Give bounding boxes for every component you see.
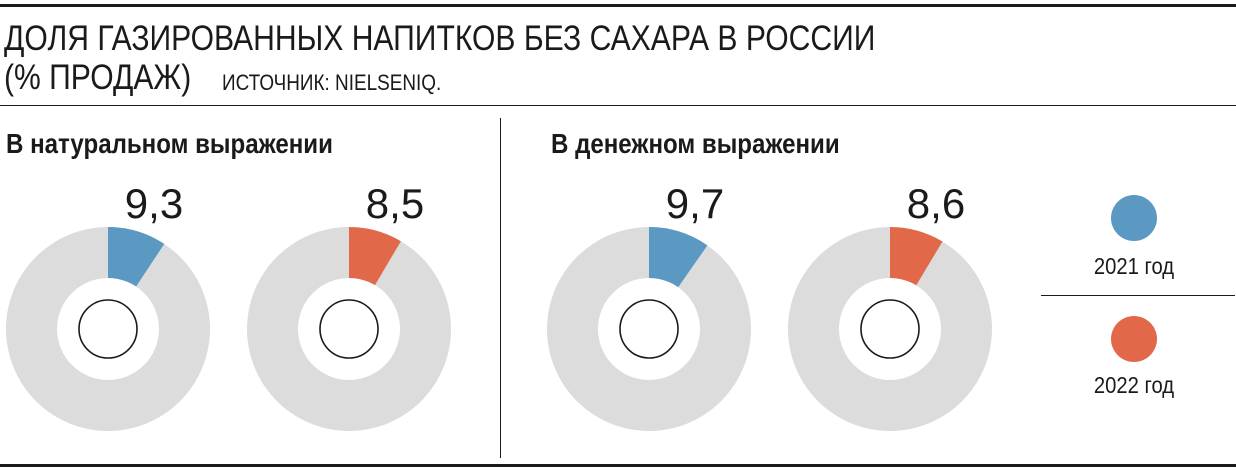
source-note: ИСТОЧНИК: NIELSENIQ. [222,70,442,95]
donut-center-ring-4 [860,299,920,359]
donut-center-ring-2 [319,299,379,359]
donut-center-ring-1 [78,299,138,359]
title-line-1: ДОЛЯ ГАЗИРОВАННЫХ НАПИТКОВ БЕЗ САХАРА В … [4,19,876,58]
legend-swatch-2021 [1111,195,1157,241]
chart-title: ДОЛЯ ГАЗИРОВАННЫХ НАПИТКОВ БЕЗ САХАРА В … [4,19,875,97]
top-rule [0,4,1236,7]
legend-divider [1041,295,1235,296]
bottom-rule [0,464,1236,467]
donut-hole-2 [298,278,400,380]
legend-swatch-2022 [1111,316,1157,362]
donut-hole-4 [839,278,941,380]
legend-label-2021: 2021 год [1093,253,1175,279]
value-label-3: 9,7 [666,180,724,227]
donut-hole-3 [598,278,700,380]
section-title-monetary: В денежном выражении [551,128,840,159]
value-label-1: 9,3 [125,180,183,227]
donut-hole-1 [57,278,159,380]
legend-label-2022: 2022 год [1093,372,1175,398]
value-label-4: 8,6 [907,180,965,227]
section-title-natural: В натуральном выражении [6,128,333,159]
section-divider [500,118,501,458]
value-label-2: 8,5 [366,180,424,227]
title-line-2: (% ПРОДАЖ) [4,58,192,97]
header-divider [0,105,1236,106]
donut-center-ring-3 [619,299,679,359]
